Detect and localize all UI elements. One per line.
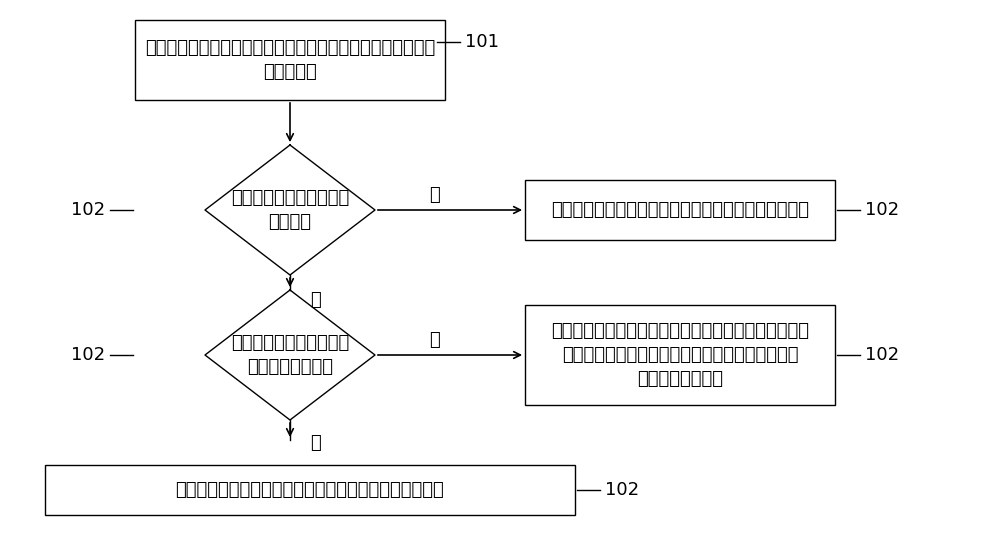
Bar — [525, 305, 835, 405]
Text: 102: 102 — [71, 346, 105, 364]
Text: 否: 否 — [310, 434, 321, 452]
Text: 102: 102 — [71, 201, 105, 219]
Polygon shape — [205, 290, 375, 420]
Text: 101: 101 — [465, 33, 499, 51]
Text: 电压模值变化量是否大于
变化阈值: 电压模值变化量是否大于 变化阈值 — [231, 189, 349, 231]
Text: 将预置混合电网电压作为前馈量反馈至电流内环控制器
，预置混合电网电压包括预置虚拟电网电压和预置
实际背景谐波电压: 将预置混合电网电压作为前馈量反馈至电流内环控制器 ，预置混合电网电压包括预置虚拟… — [551, 323, 809, 388]
Text: 102: 102 — [865, 346, 899, 364]
Text: 是: 是 — [430, 186, 440, 204]
Bar — [45, 465, 575, 515]
Bar — [135, 20, 445, 100]
Text: 否: 否 — [310, 291, 321, 309]
Text: 将预置实际电网电压作为前馈量反馈至电流内环控制器: 将预置实际电网电压作为前馈量反馈至电流内环控制器 — [551, 201, 809, 219]
Text: 102: 102 — [605, 481, 639, 499]
Text: 获取电网背景谐波电压和根据采集的电网电压计算得到的电压
模值变化量: 获取电网背景谐波电压和根据采集的电网电压计算得到的电压 模值变化量 — [145, 39, 435, 81]
Text: 则判断电网背景谐波电压
是否超过谐波阈值: 则判断电网背景谐波电压 是否超过谐波阈值 — [231, 334, 349, 376]
Text: 则将预置虚拟电网电压作为前馈量反馈至电流内环控制器: 则将预置虚拟电网电压作为前馈量反馈至电流内环控制器 — [176, 481, 444, 499]
Bar — [525, 180, 835, 240]
Polygon shape — [205, 145, 375, 275]
Text: 是: 是 — [430, 331, 440, 349]
Text: 102: 102 — [865, 201, 899, 219]
